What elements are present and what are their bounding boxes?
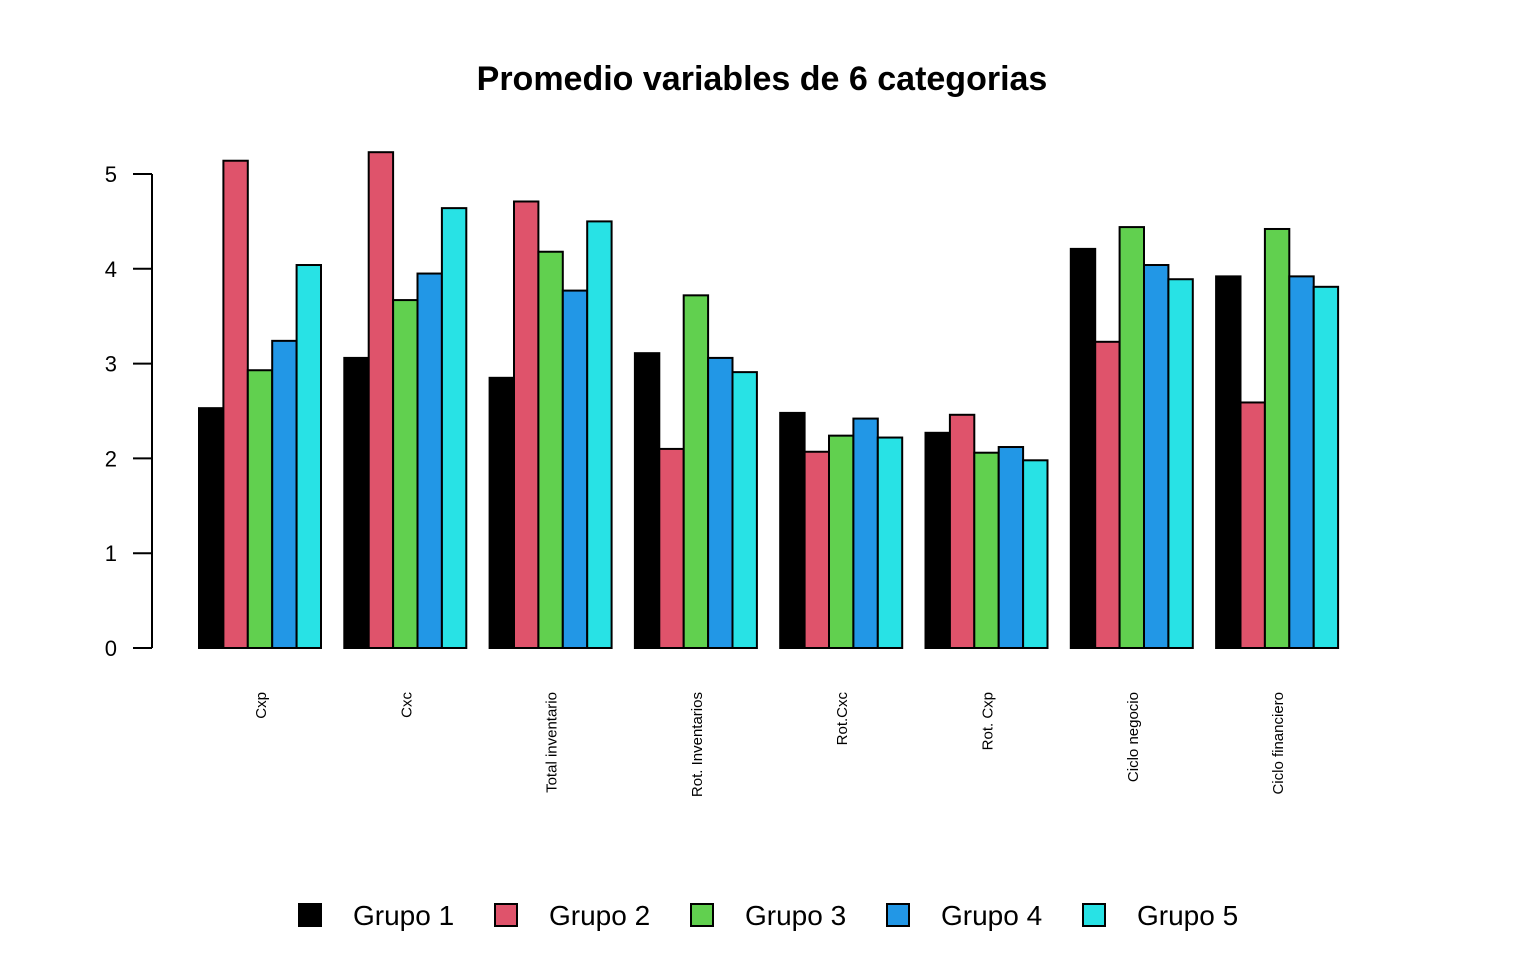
bar — [513, 200, 540, 650]
bar — [1118, 226, 1145, 649]
legend-swatch — [886, 903, 910, 927]
bar — [343, 356, 370, 649]
bar — [876, 436, 904, 650]
bar — [682, 294, 710, 649]
y-tick-label: 2 — [105, 446, 117, 471]
category-label: Rot. Cxp — [980, 692, 997, 750]
bar — [852, 417, 879, 649]
y-tick-label: 4 — [105, 257, 117, 282]
bar — [488, 376, 516, 649]
bar — [367, 151, 395, 649]
bar — [1288, 275, 1315, 649]
bar — [1239, 401, 1266, 649]
y-tick-label: 0 — [105, 636, 117, 661]
bar — [948, 413, 976, 650]
category-label: Ciclo negocio — [1125, 692, 1142, 782]
bar — [779, 411, 806, 649]
bar — [198, 407, 225, 649]
bar — [633, 352, 661, 649]
y-axis: 0 1 2 3 4 5 — [105, 162, 153, 661]
bar — [997, 446, 1025, 649]
bar — [1143, 264, 1170, 649]
category-label: Total inventario — [544, 692, 561, 793]
bar — [222, 159, 249, 649]
bar — [1069, 247, 1097, 649]
legend-swatch — [298, 903, 322, 927]
bar — [1022, 459, 1049, 649]
category-label: Cxc — [398, 692, 415, 718]
legend-label: Grupo 2 — [549, 900, 650, 931]
bar — [392, 299, 419, 649]
bar — [731, 371, 758, 649]
bar — [416, 272, 443, 649]
category-label: Rot. Inventarios — [689, 692, 706, 797]
bar — [707, 356, 734, 649]
legend: Grupo 1 Grupo 2 Grupo 3 Grupo 4 Grupo 5 — [298, 900, 1238, 931]
bar — [828, 434, 855, 649]
category-label: Ciclo financiero — [1270, 692, 1287, 795]
bar — [537, 250, 564, 650]
bar — [1215, 275, 1242, 649]
legend-swatch — [690, 903, 714, 927]
category-labels: Cxp Cxc Total inventario Rot. Inventarios Ro… — [253, 692, 1287, 798]
category-label: Cxp — [253, 692, 270, 719]
chart-title: Promedio variables de 6 categorias — [477, 60, 1048, 98]
bars — [198, 151, 1340, 650]
bar — [973, 451, 1000, 649]
bar — [440, 207, 468, 649]
legend-swatch — [1082, 903, 1106, 927]
legend-swatch — [494, 903, 518, 927]
bar — [803, 450, 830, 650]
bar — [295, 264, 323, 649]
category-label: Rot.Cxc — [834, 692, 851, 746]
bar — [246, 369, 274, 649]
legend-label: Grupo 5 — [1137, 900, 1238, 931]
bar — [271, 339, 298, 649]
bar — [1167, 278, 1194, 649]
bar — [1094, 340, 1121, 649]
y-tick-label: 3 — [105, 352, 117, 377]
bar — [1312, 285, 1340, 649]
legend-label: Grupo 1 — [353, 900, 454, 931]
legend-label: Grupo 3 — [745, 900, 846, 931]
y-tick-label: 5 — [105, 162, 117, 187]
bar — [561, 289, 589, 649]
bar — [586, 220, 613, 649]
bar — [1263, 227, 1291, 649]
bar — [924, 431, 951, 649]
legend-label: Grupo 4 — [941, 900, 1042, 931]
bar — [658, 447, 685, 650]
y-tick-label: 1 — [105, 541, 117, 566]
